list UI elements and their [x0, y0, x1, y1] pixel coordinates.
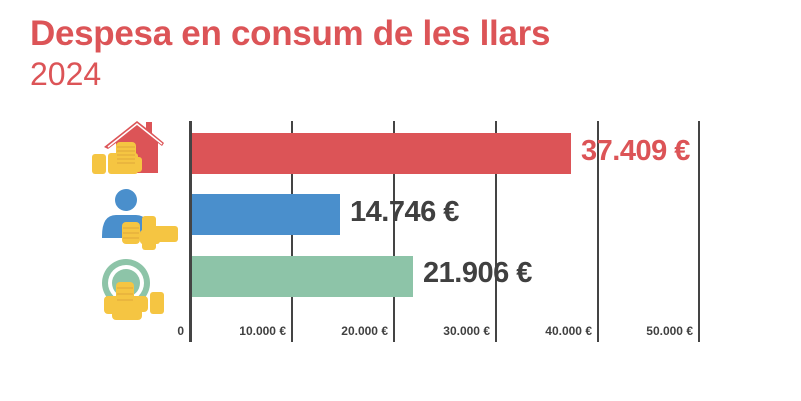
- gridline-40000: [597, 121, 599, 342]
- gridline-50000: [698, 121, 700, 342]
- tick-50000: 50.000 €: [646, 324, 693, 338]
- value-label-consumption-unit: 21.906 €: [423, 257, 532, 289]
- ring-coins-icon: [102, 259, 164, 320]
- y-axis-line: [189, 121, 192, 342]
- bar-consumption-unit: [192, 256, 413, 297]
- tick-10000: 10.000 €: [239, 324, 286, 338]
- value-label-person: 14.746 €: [350, 196, 459, 228]
- tick-30000: 30.000 €: [443, 324, 490, 338]
- tick-0: 0: [177, 324, 184, 338]
- person-coins-icon: [102, 189, 178, 250]
- value-label-household: 37.409 €: [581, 135, 690, 167]
- chart-subtitle: 2024: [30, 56, 102, 92]
- tick-20000: 20.000 €: [341, 324, 388, 338]
- gridline-20000: [393, 121, 395, 342]
- bar-person: [192, 194, 340, 235]
- chart-title: Despesa en consum de les llars: [30, 14, 551, 53]
- tick-40000: 40.000 €: [545, 324, 592, 338]
- bar-household: [192, 133, 571, 174]
- gridline-30000: [495, 121, 497, 342]
- house-coins-icon: [92, 121, 164, 174]
